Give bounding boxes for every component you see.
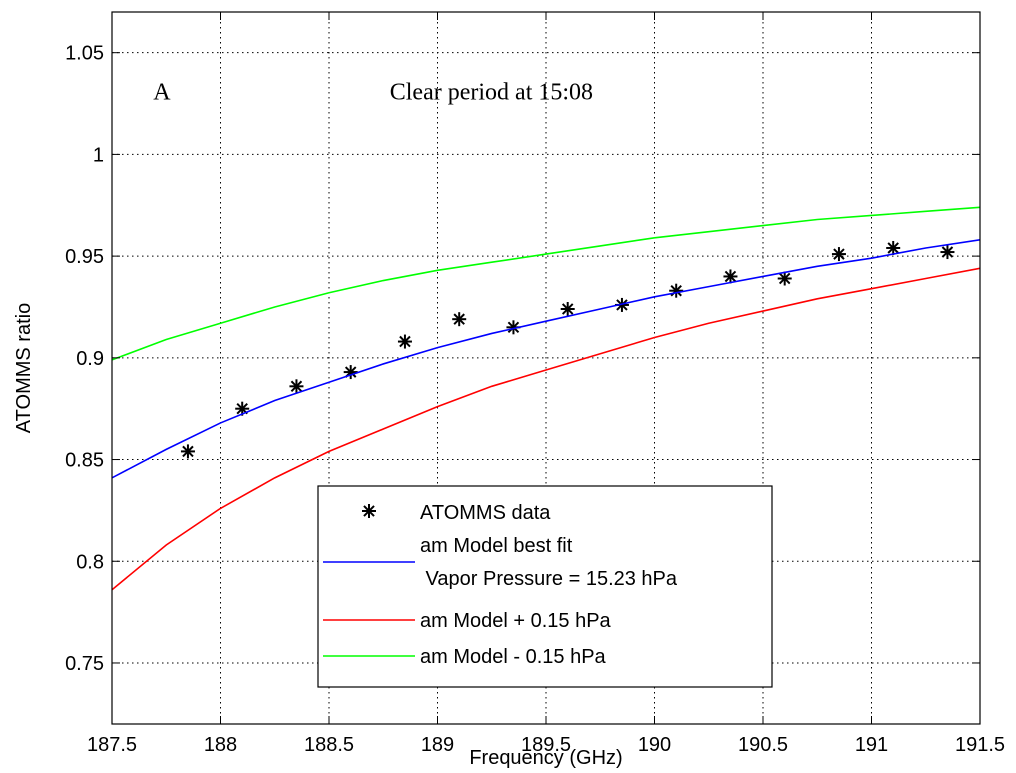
legend-item-3: am Model - 0.15 hPa (323, 646, 607, 668)
y-tick-label: 0.9 (76, 348, 104, 370)
annotation-0: A (153, 79, 171, 105)
series-line-2 (112, 267, 980, 591)
data-point-2 (289, 379, 304, 394)
data-point-12 (831, 247, 846, 262)
data-point-4 (397, 334, 412, 349)
legend-item-0: ATOMMS data (362, 502, 551, 524)
data-point-14 (940, 245, 955, 260)
data-point-0 (180, 444, 195, 459)
series-line-1 (112, 239, 980, 479)
x-tick-label: 189 (421, 734, 454, 756)
x-axis-title: Frequency (GHz) (469, 747, 622, 769)
x-tick-label: 188.5 (304, 734, 354, 756)
annotation-1: Clear period at 15:08 (390, 79, 593, 105)
legend: ATOMMS data am Model best fit Vapor Press… (317, 485, 773, 688)
y-tick-label: 0.8 (76, 551, 104, 573)
data-point-13 (886, 240, 901, 255)
series-layer (112, 206, 980, 591)
y-axis-title: ATOMMS ratio (13, 303, 35, 433)
legend-label: Vapor Pressure = 15.23 hPa (420, 568, 678, 590)
x-tick-label: 188 (204, 734, 237, 756)
x-tick-label: 190 (638, 734, 671, 756)
legend-box (317, 485, 773, 688)
y-tick-label: 0.95 (65, 246, 104, 268)
x-tick-label: 190.5 (738, 734, 788, 756)
series-line-3 (112, 206, 980, 361)
legend-item-1: am Model best fit Vapor Pressure = 15.23… (323, 535, 678, 590)
y-tick-label: 1 (93, 144, 104, 166)
data-point-7 (560, 302, 575, 317)
x-tick-label: 191.5 (955, 734, 1005, 756)
legend-label: am Model best fit (420, 535, 573, 557)
data-point-9 (669, 283, 684, 298)
y-tick-label: 0.75 (65, 653, 104, 675)
data-point-10 (723, 269, 738, 284)
data-point-5 (452, 312, 467, 327)
x-tick-label: 187.5 (87, 734, 137, 756)
legend-item-2: am Model + 0.15 hPa (323, 610, 612, 632)
y-tick-label: 0.85 (65, 450, 104, 472)
legend-label: am Model - 0.15 hPa (420, 646, 607, 668)
legend-marker-asterisk (362, 504, 376, 518)
grid (112, 12, 980, 724)
axes: 187.5 188 188.5 189 189.5 190 190.5 191 191.5 0.7… (13, 11, 1005, 769)
x-tick-label: 189.5 (521, 734, 571, 756)
legend-label: am Model + 0.15 hPa (420, 610, 612, 632)
data-point-11 (777, 271, 792, 286)
legend-label: ATOMMS data (420, 502, 551, 524)
annotations: A Clear period at 15:08 (153, 79, 593, 105)
x-tick-label: 191 (855, 734, 888, 756)
y-tick-label: 1.05 (65, 43, 104, 65)
